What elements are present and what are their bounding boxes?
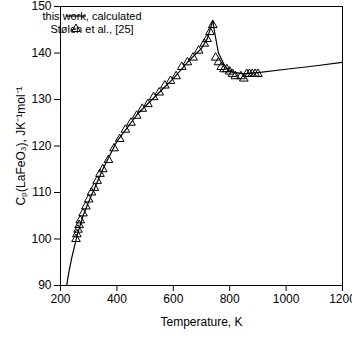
svg-text:Cₚ(LaFeO₃), JK⁻¹mol⁻¹: Cₚ(LaFeO₃), JK⁻¹mol⁻¹ [14,86,28,205]
svg-text:400: 400 [107,292,127,306]
svg-text:110: 110 [32,185,51,199]
svg-text:Temperature, K: Temperature, K [160,315,242,329]
svg-text:200: 200 [50,292,70,306]
svg-text:1200: 1200 [329,292,352,306]
svg-text:100: 100 [31,232,51,246]
svg-text:Stølen et al., [25]: Stølen et al., [25] [50,23,133,35]
svg-text:90: 90 [38,278,52,292]
svg-text:600: 600 [163,292,183,306]
svg-text:1000: 1000 [273,292,300,306]
svg-text:130: 130 [31,92,51,106]
svg-text:800: 800 [220,292,240,306]
svg-text:120: 120 [31,139,51,153]
svg-text:140: 140 [31,46,51,60]
svg-text:this work, calculated: this work, calculated [42,10,141,22]
